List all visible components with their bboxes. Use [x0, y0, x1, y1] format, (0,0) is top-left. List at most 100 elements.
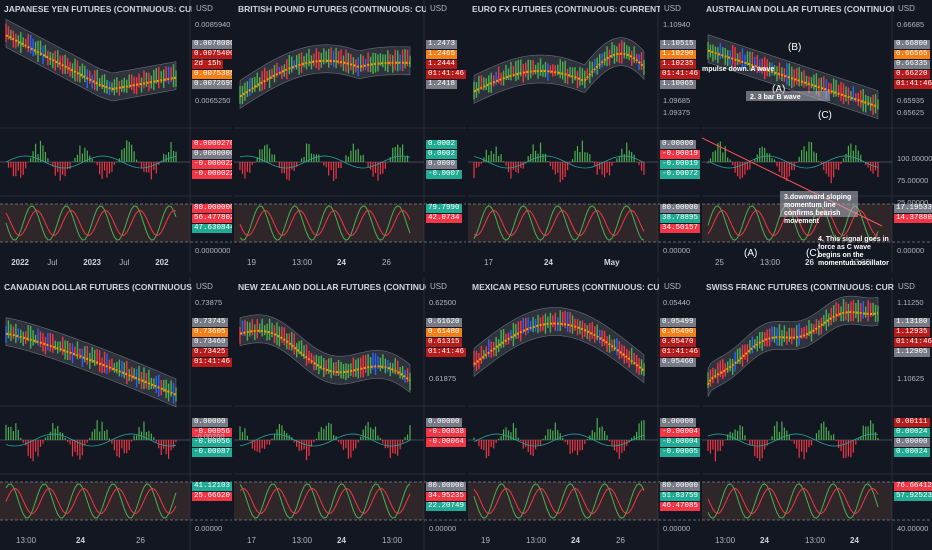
- chart-panel[interactable]: JAPANESE YEN FUTURES (CONTINUOUS: CURREN…: [0, 0, 232, 272]
- price-tag: 0.05490: [660, 328, 696, 337]
- time-axis-label: 13:00: [292, 258, 313, 267]
- annotation-text[interactable]: (A): [772, 84, 786, 95]
- chart-panel[interactable]: NEW ZEALAND DOLLAR FUTURES (CONTINUOUS: …: [234, 278, 466, 550]
- oscillator-tag: -0.00056: [192, 428, 232, 437]
- price-tag: 0.0075400: [192, 50, 232, 59]
- rsi-axis-label: 0.00000: [897, 246, 925, 255]
- moving-average-line: [5, 34, 177, 91]
- oscillator-tag: 0.00000: [426, 418, 462, 427]
- volatility-band: [5, 18, 177, 102]
- time-axis-label: May: [604, 258, 620, 267]
- chart-title: EURO FX FUTURES (CONTINUOUS: CURRENT CON…: [472, 4, 660, 14]
- time-axis-label: 202: [155, 258, 169, 267]
- rsi-signal-line: [5, 488, 177, 514]
- oscillator-tag: -0.0000224: [192, 170, 232, 179]
- time-axis-label: 26: [805, 258, 814, 267]
- oscillator-axis-label: 100.00000: [897, 154, 932, 163]
- annotation-text[interactable]: 2. 3 bar B wave: [750, 94, 801, 101]
- price-tag: 1.2465: [426, 50, 458, 59]
- rsi-tag: 25.66620: [192, 492, 232, 501]
- moving-average-line: [239, 329, 411, 382]
- price-axis-label: 0.61875: [429, 374, 457, 383]
- chart-canvas[interactable]: [0, 0, 232, 272]
- signal-line: [5, 155, 177, 169]
- oscillator-axis-label: 25.00000: [897, 198, 929, 207]
- chart-panel[interactable]: AUSTRALIAN DOLLAR FUTURES (CONTINUOUS: C…: [702, 0, 932, 272]
- histogram-series: [5, 420, 177, 462]
- volatility-band: [473, 37, 645, 104]
- currency-label: USD: [430, 282, 447, 291]
- chart-panel[interactable]: BRITISH POUND FUTURES (CONTINUOUS: CURRE…: [234, 0, 466, 272]
- price-axis-label: 0.65935: [897, 96, 925, 105]
- moving-average-line: [707, 49, 879, 108]
- currency-label: USD: [196, 282, 213, 291]
- price-axis-label: 1.10940: [663, 20, 691, 29]
- chart-panel[interactable]: CANADIAN DOLLAR FUTURES (CONTINUOUS: CUR…: [0, 278, 232, 550]
- time-axis-label: 13:00: [715, 536, 736, 545]
- rsi-tag: 17.19533: [894, 204, 932, 213]
- chart-title: BRITISH POUND FUTURES (CONTINUOUS: CURRE…: [238, 4, 426, 14]
- volatility-band: [5, 317, 177, 408]
- moving-average-line: [5, 332, 177, 396]
- rsi-axis-label: 0.00000: [429, 524, 457, 533]
- time-axis-label: 2022: [11, 258, 29, 267]
- currency-label: USD: [664, 4, 681, 13]
- annotation-text[interactable]: 4. This signal goes in force as C wave b…: [818, 236, 889, 267]
- chart-panel[interactable]: SWISS FRANC FUTURES (CONTINUOUS: CURRENT…: [702, 278, 932, 550]
- price-axis-label: 0.66685: [897, 20, 925, 29]
- annotation-text[interactable]: (A): [744, 248, 758, 259]
- time-axis-label: 13:00: [16, 536, 37, 545]
- price-axis-label: 0.73875: [195, 298, 223, 307]
- annotation-text[interactable]: 3.downward sloping momentum line confirm…: [784, 194, 852, 225]
- chart-canvas[interactable]: [234, 0, 466, 272]
- rsi-tag: 22.20749: [426, 502, 466, 511]
- oscillator-tag: -0.00056: [192, 438, 232, 447]
- chart-canvas[interactable]: [468, 278, 700, 550]
- price-tag: 01:41:46: [192, 358, 232, 367]
- price-tag: 1.10290: [660, 50, 696, 59]
- rsi-tag: 57.92523: [894, 492, 932, 501]
- chart-canvas[interactable]: [702, 278, 932, 550]
- price-tag: 1.10235: [660, 60, 696, 69]
- oscillator-tag: 0.0000000: [192, 150, 232, 159]
- price-axis-label: 0.05440: [663, 298, 691, 307]
- rsi-band: [468, 204, 658, 242]
- currency-label: USD: [664, 282, 681, 291]
- price-tag: 0.61620: [426, 318, 462, 327]
- chart-canvas[interactable]: [468, 0, 700, 272]
- price-tag: 1.13180: [894, 318, 930, 327]
- price-tag: 01:41:46: [660, 70, 700, 79]
- time-axis-label: 24: [76, 536, 85, 545]
- chart-canvas[interactable]: [234, 278, 466, 550]
- chart-canvas[interactable]: [0, 278, 232, 550]
- annotation-text[interactable]: (B): [788, 42, 802, 53]
- chart-title: NEW ZEALAND DOLLAR FUTURES (CONTINUOUS: …: [238, 282, 426, 292]
- time-axis-label: Jul: [119, 258, 130, 267]
- rsi-tag: 42.0734: [426, 214, 462, 223]
- rsi-signal-line: [473, 487, 645, 515]
- rsi-tag: 76.66412: [894, 482, 932, 491]
- rsi-line: [473, 205, 645, 241]
- rsi-line: [239, 205, 411, 241]
- chart-panel[interactable]: MEXICAN PESO FUTURES (CONTINUOUS: CURREN…: [468, 278, 700, 550]
- price-axis-label: 0.0085940: [195, 20, 231, 29]
- price-tag: 0.05460: [660, 358, 696, 367]
- annotation-text[interactable]: (C): [806, 248, 820, 259]
- rsi-band: [468, 482, 658, 520]
- rsi-axis-label: 0.00000: [663, 524, 691, 533]
- time-axis-label: 24: [337, 258, 346, 267]
- oscillator-tag: 0.00000: [660, 418, 696, 427]
- time-axis-label: 13:00: [382, 536, 403, 545]
- histogram-series: [473, 140, 645, 183]
- oscillator-tag: -0.00005: [660, 448, 700, 457]
- rsi-signal-line: [239, 487, 411, 515]
- oscillator-tag: 0.0002: [426, 150, 458, 159]
- annotation-text[interactable]: mpulse down. A wave: [702, 66, 775, 73]
- rsi-tag: 51.83759: [660, 492, 700, 501]
- chart-panel[interactable]: EURO FX FUTURES (CONTINUOUS: CURRENT CON…: [468, 0, 700, 272]
- moving-average-line: [239, 59, 411, 98]
- annotation-text[interactable]: (C): [818, 110, 832, 121]
- signal-line: [473, 155, 645, 169]
- rsi-line: [473, 483, 645, 519]
